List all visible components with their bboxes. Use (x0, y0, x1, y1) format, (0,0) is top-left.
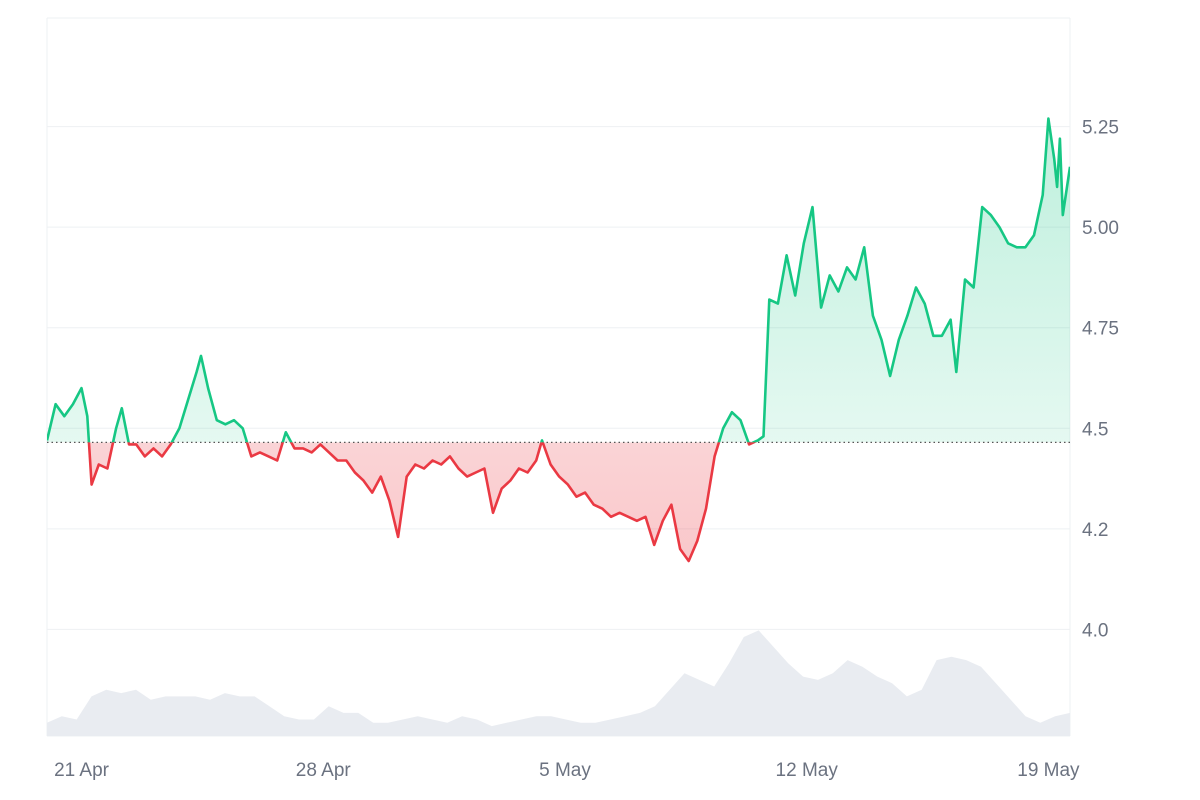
volume-area (47, 630, 1070, 736)
x-tick-label: 12 May (776, 760, 839, 781)
x-tick-label: 28 Apr (296, 760, 352, 781)
x-tick-label: 19 May (1017, 760, 1080, 781)
x-tick-label: 5 May (539, 760, 591, 781)
x-tick-label: 21 Apr (54, 760, 110, 781)
x-axis-ticks: 21 Apr 28 Apr 5 May 12 May 19 May (54, 760, 1080, 781)
price-area-up (47, 118, 1070, 443)
price-line-group (47, 117, 1070, 563)
y-tick-label: 4.0 (1082, 620, 1108, 641)
price-line-down (87, 442, 757, 563)
y-tick-label: 5.00 (1082, 218, 1119, 239)
y-tick-label: 5.25 (1082, 118, 1119, 139)
volume-area-group (47, 630, 1070, 736)
price-area-group (47, 118, 1070, 561)
price-line-up (47, 117, 1070, 443)
price-area-down (47, 442, 1070, 561)
y-tick-label: 4.75 (1082, 319, 1119, 340)
y-tick-label: 4.2 (1082, 520, 1108, 541)
y-axis-ticks: 5.25 5.00 4.75 4.5 4.2 4.0 (1082, 118, 1119, 642)
y-tick-label: 4.5 (1082, 419, 1108, 440)
